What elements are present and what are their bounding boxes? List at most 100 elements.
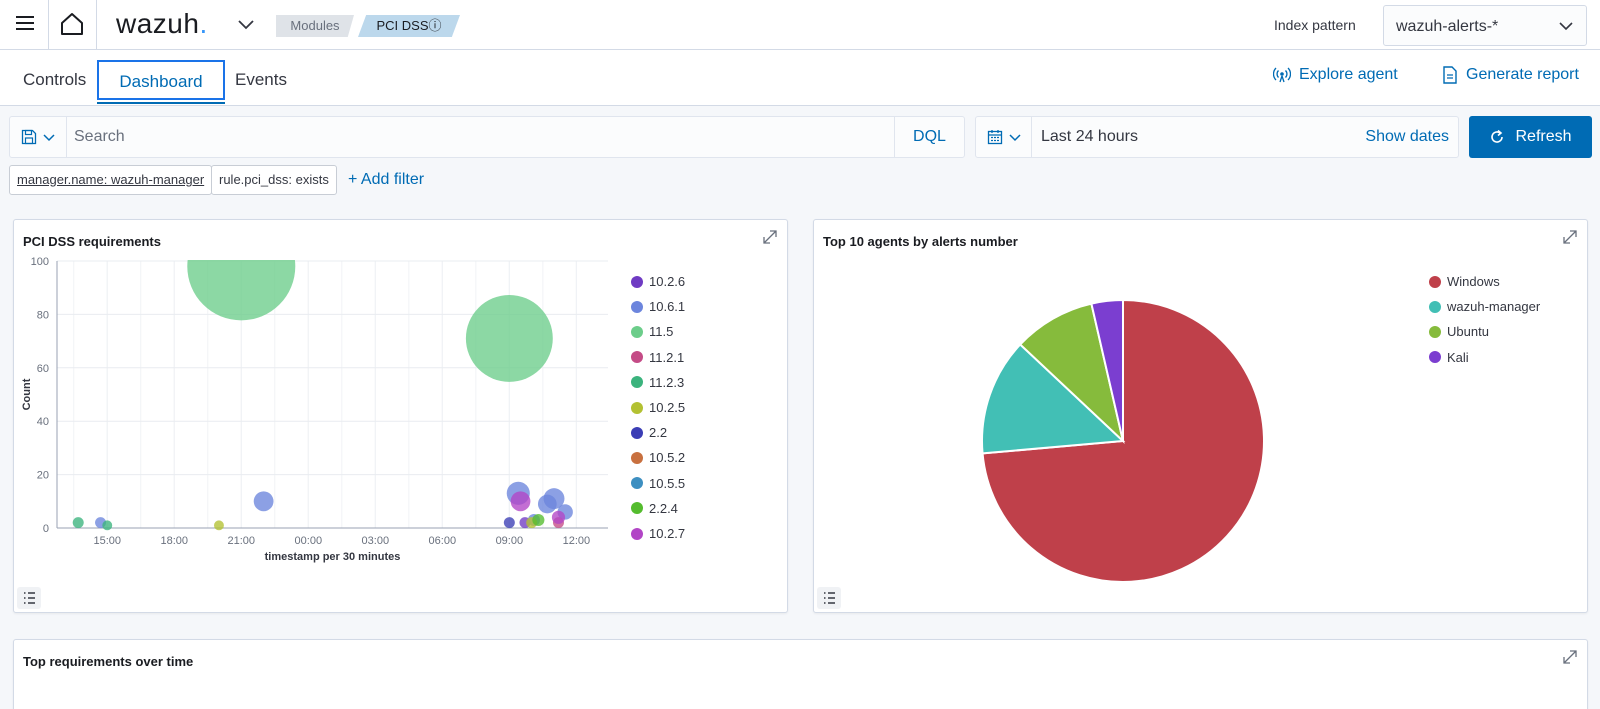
generate-report-label: Generate report (1466, 66, 1579, 83)
legend-label: Kali (1447, 349, 1469, 365)
module-tabs: Controls Dashboard Events (0, 50, 1600, 106)
legend-item[interactable]: Kali (1429, 350, 1469, 365)
refresh-button[interactable]: Refresh (1469, 116, 1592, 158)
expand-icon[interactable] (761, 228, 779, 246)
panel-title: Top requirements over time (23, 654, 194, 669)
breadcrumb-pci-dss[interactable]: PCI DSSⓘ (358, 15, 460, 37)
tab-controls[interactable]: Controls (23, 70, 87, 89)
legend-swatch (631, 502, 643, 515)
expand-icon[interactable] (1561, 648, 1579, 666)
x-tick-label: 21:00 (228, 535, 256, 547)
legend-item[interactable]: 10.2.7 (631, 526, 685, 541)
query-language-button[interactable]: DQL (894, 117, 964, 157)
requirements-over-time-panel: Top requirements over time (13, 639, 1588, 709)
legend-item[interactable]: 10.5.5 (631, 476, 685, 491)
x-tick-label: 09:00 (496, 535, 524, 547)
bubble-point[interactable] (253, 491, 274, 512)
bubble-point[interactable] (102, 520, 113, 531)
y-tick-label: 60 (37, 363, 49, 375)
date-range-text[interactable]: Last 24 hours (1041, 128, 1138, 145)
bubble-point[interactable] (187, 244, 296, 321)
legend-label: 11.2.3 (649, 374, 685, 390)
pie-slice[interactable] (1018, 302, 1125, 444)
y-tick-label: 40 (37, 416, 49, 428)
legend-item[interactable]: Windows (1429, 274, 1500, 289)
chevron-down-icon (43, 134, 55, 142)
bubble-point[interactable] (72, 517, 84, 529)
legend-swatch (631, 527, 643, 540)
legend-item[interactable]: 2.2.4 (631, 501, 678, 516)
legend-item[interactable]: 11.2.1 (631, 350, 684, 365)
legend-swatch (1429, 300, 1441, 313)
y-axis-title: Count (21, 378, 33, 410)
legend-item[interactable]: 10.2.5 (631, 400, 685, 415)
explore-agent-link[interactable]: Explore agent (1273, 66, 1398, 84)
x-tick-label: 00:00 (295, 535, 323, 547)
legend-swatch (631, 351, 643, 364)
legend-item[interactable]: 10.5.2 (631, 450, 685, 465)
legend-swatch (631, 300, 643, 313)
y-tick-label: 20 (37, 470, 49, 482)
filter-pill[interactable]: manager.name: wazuh-manager (9, 165, 213, 195)
calendar-icon (987, 130, 1003, 145)
legend-toggle-button[interactable] (17, 587, 41, 609)
legend-label: 10.2.5 (649, 400, 686, 415)
document-icon (1443, 66, 1457, 84)
divider (48, 0, 49, 49)
filter-pill[interactable]: rule.pci_dss: exists (211, 165, 337, 195)
home-icon[interactable] (59, 11, 85, 37)
save-icon (21, 129, 37, 145)
refresh-icon (1491, 129, 1504, 143)
bubble-point[interactable] (551, 510, 566, 524)
pci-requirements-panel: PCI DSS requirements 15:00 18:00 21:00 00:0… (13, 219, 788, 613)
legend-swatch (631, 426, 643, 439)
tab-events[interactable]: Events (235, 70, 287, 89)
bubble-point[interactable] (465, 294, 553, 382)
legend-item[interactable]: wazuh-manager (1429, 299, 1540, 314)
breadcrumb-modules[interactable]: Modules (276, 15, 354, 37)
wazuh-logo[interactable]: wazuh. (116, 8, 208, 39)
legend-item[interactable]: 11.2.3 (631, 375, 684, 390)
show-dates-link[interactable]: Show dates (1365, 128, 1449, 145)
bubble-point[interactable] (213, 520, 224, 531)
saved-queries-button[interactable] (10, 117, 67, 157)
legend-item[interactable]: 10.2.6 (631, 274, 685, 289)
quick-menu-button[interactable] (976, 117, 1032, 157)
legend-item[interactable]: 2.2 (631, 425, 667, 440)
y-tick-label: 0 (43, 523, 49, 535)
legend-swatch (631, 477, 643, 490)
legend-label: Windows (1447, 274, 1500, 289)
legend-toggle-button[interactable] (817, 587, 841, 609)
legend-swatch (1429, 275, 1441, 288)
legend-swatch (631, 275, 643, 288)
pie-chart (981, 298, 1265, 583)
legend-label: 11.5 (649, 324, 674, 340)
legend-label: 10.5.2 (649, 450, 686, 466)
legend-item[interactable]: Ubuntu (1429, 324, 1489, 339)
panel-title: Top 10 agents by alerts number (823, 234, 1018, 249)
index-pattern-select[interactable]: wazuh-alerts-* (1383, 5, 1587, 46)
bubble-point[interactable] (537, 494, 557, 514)
top-header: wazuh. Modules PCI DSSⓘ Index pattern wa… (0, 0, 1600, 50)
pie-slice[interactable] (1090, 298, 1124, 442)
legend-item[interactable]: 10.6.1 (631, 299, 685, 314)
tab-dashboard[interactable]: Dashboard (97, 60, 225, 104)
legend-swatch (631, 325, 643, 338)
generate-report-link[interactable]: Generate report (1442, 66, 1579, 84)
expand-icon[interactable] (1561, 228, 1579, 246)
panel-title: PCI DSS requirements (23, 234, 161, 249)
search-input[interactable] (74, 117, 894, 157)
add-filter-button[interactable]: + Add filter (348, 171, 425, 188)
bubble-group (72, 244, 573, 531)
legend-item[interactable]: 11.5 (631, 324, 673, 339)
legend-label: 10.5.5 (649, 475, 686, 491)
legend-swatch (1429, 325, 1441, 338)
x-tick-label: 15:00 (93, 535, 121, 547)
bubble-point[interactable] (503, 517, 515, 529)
chevron-down-icon[interactable] (236, 16, 256, 32)
legend-swatch (1429, 351, 1441, 364)
bubble-point[interactable] (532, 513, 545, 527)
menu-icon[interactable] (14, 13, 36, 35)
bubble-point[interactable] (510, 491, 531, 512)
pie-slice[interactable] (981, 343, 1126, 455)
